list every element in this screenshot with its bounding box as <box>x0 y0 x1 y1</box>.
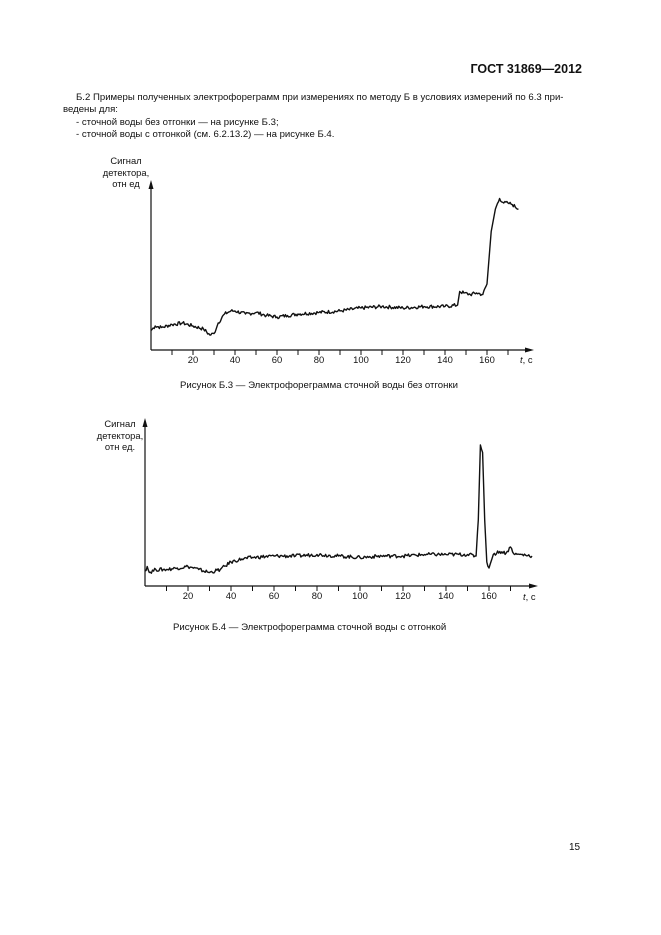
standard-header: ГОСТ 31869—2012 <box>470 62 582 76</box>
x-axis-label: t, с <box>520 354 533 365</box>
paragraph-line-1: Б.2 Примеры полученных электрофореграмм … <box>76 92 564 103</box>
x-tick-label: 40 <box>226 590 236 601</box>
ylabel-line: отн ед. <box>104 441 136 452</box>
figure-b4-ylabel: Сигнал детектора, отн ед. <box>85 418 155 453</box>
list-item: - сточной воды без отгонки — на рисунке … <box>76 116 279 128</box>
figure-b4-chart: 20 40 60 80 100 120 140 160 t, с <box>142 418 538 602</box>
x-tick-label: 100 <box>353 354 369 365</box>
figure-b3-chart: 20 40 60 80 100 120 140 160 t, с <box>148 180 534 365</box>
ylabel-line: Сигнал <box>104 418 136 429</box>
x-tick-label: 20 <box>188 354 198 365</box>
y-axis-arrow-icon <box>142 418 148 427</box>
x-axis-label: t, с <box>523 591 536 602</box>
x-tick-label: 160 <box>479 354 495 365</box>
x-axis-arrow-icon <box>525 347 534 353</box>
x-tick-label: 20 <box>183 590 193 601</box>
x-tick-label: 160 <box>481 590 497 601</box>
ylabel-line: Сигнал <box>110 155 142 166</box>
figure-b3-caption: Рисунок Б.3 — Электрофореграмма сточной … <box>180 380 458 391</box>
y-axis-arrow-icon <box>148 180 154 189</box>
ylabel-line: детектора, <box>102 166 150 178</box>
x-tick-label: 80 <box>312 590 322 601</box>
x-tick-label: 60 <box>272 354 282 365</box>
x-tick-label: 40 <box>230 354 240 365</box>
figure-b3-ylabel: Сигнал детектора, отн ед <box>91 155 161 190</box>
ylabel-line: отн ед <box>112 178 140 189</box>
figure-b4-caption: Рисунок Б.4 — Электрофореграмма сточной … <box>173 622 447 633</box>
page-number: 15 <box>569 842 581 853</box>
x-tick-label: 100 <box>352 590 368 601</box>
ylabel-line: детектора, <box>96 429 144 441</box>
list-item: - сточной воды с отгонкой (см. 6.2.13.2)… <box>76 128 335 140</box>
x-axis-arrow-icon <box>529 583 538 589</box>
x-tick-label: 140 <box>437 354 453 365</box>
x-tick-label: 140 <box>438 590 454 601</box>
paragraph-line-2: ведены для: <box>63 104 118 116</box>
x-tick-label: 120 <box>395 354 411 365</box>
x-tick-label: 120 <box>395 590 411 601</box>
x-tick-label: 60 <box>269 590 279 601</box>
x-tick-label: 80 <box>314 354 324 365</box>
signal-trace <box>144 444 533 574</box>
intro-paragraph: Б.2 Примеры полученных электрофореграмм … <box>63 92 601 141</box>
signal-trace <box>150 197 519 336</box>
